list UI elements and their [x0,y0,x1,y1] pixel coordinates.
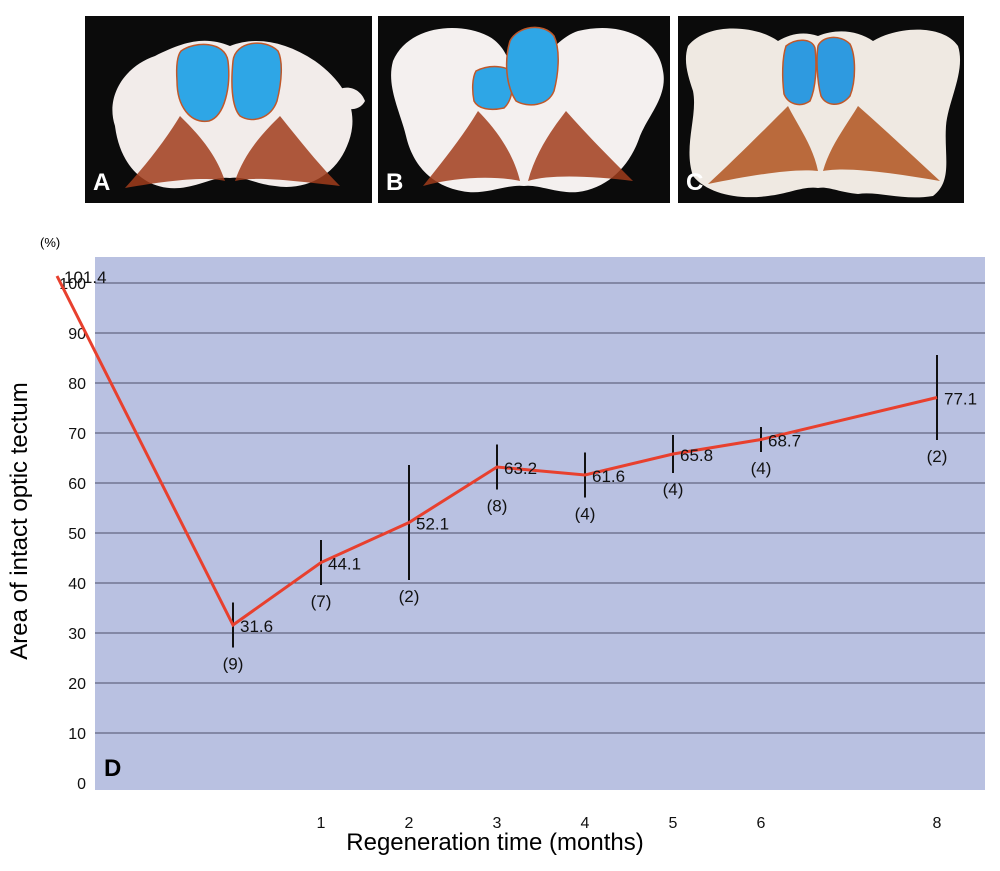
photo-panel-a: A [85,16,372,203]
panel-letter-c: C [686,169,703,197]
panel-letter-d: D [104,755,121,782]
y-tick-label: 30 [68,626,86,643]
x-tick-label: 5 [669,815,678,832]
tectum-left [177,44,229,121]
x-tick-label: 8 [933,815,942,832]
n-label: (7) [311,592,332,611]
tectum-right [232,43,281,119]
photo-panel-b: B [378,16,670,203]
n-label: (4) [751,459,772,478]
tectum-left [783,40,816,104]
brain-photo-a [85,16,372,203]
n-label: (8) [487,497,508,516]
y-tick-label: 0 [77,776,86,793]
tectum-right [817,37,855,104]
y-tick-label: 50 [68,526,86,543]
data-label: 44.1 [328,555,361,574]
n-label: (2) [927,447,948,466]
brain-tissue [335,88,365,110]
y-axis-title: Area of intact optic tectum [6,382,33,659]
y-tick-label: 80 [68,376,86,393]
x-axis-title: Regeneration time (months) [346,829,643,856]
brain-photo-c [678,16,964,203]
data-label: 31.6 [240,617,273,636]
tectum-right [507,27,559,105]
panel-letter-b: B [386,169,403,197]
data-label: 65.8 [680,446,713,465]
data-label: 63.2 [504,459,537,478]
y-tick-label: 10 [68,726,86,743]
data-label: 52.1 [416,515,449,534]
data-label: 61.6 [592,467,625,486]
y-tick-label: 40 [68,576,86,593]
brain-photo-b [378,16,670,203]
n-label: (4) [663,480,684,499]
y-unit-label: (%) [40,235,60,250]
x-tick-label: 6 [757,815,766,832]
data-label: 68.7 [768,432,801,451]
n-label: (4) [575,505,596,524]
panel-letter-a: A [93,169,110,197]
y-tick-label: 70 [68,426,86,443]
y-tick-label: 20 [68,676,86,693]
x-tick-label: 1 [317,815,326,832]
photo-panel-c: C [678,16,964,203]
plot-background [95,257,985,790]
data-label: 101.4 [64,268,107,287]
n-label: (9) [223,655,244,674]
n-label: (2) [399,587,420,606]
y-tick-label: 60 [68,476,86,493]
data-label: 77.1 [944,390,977,409]
